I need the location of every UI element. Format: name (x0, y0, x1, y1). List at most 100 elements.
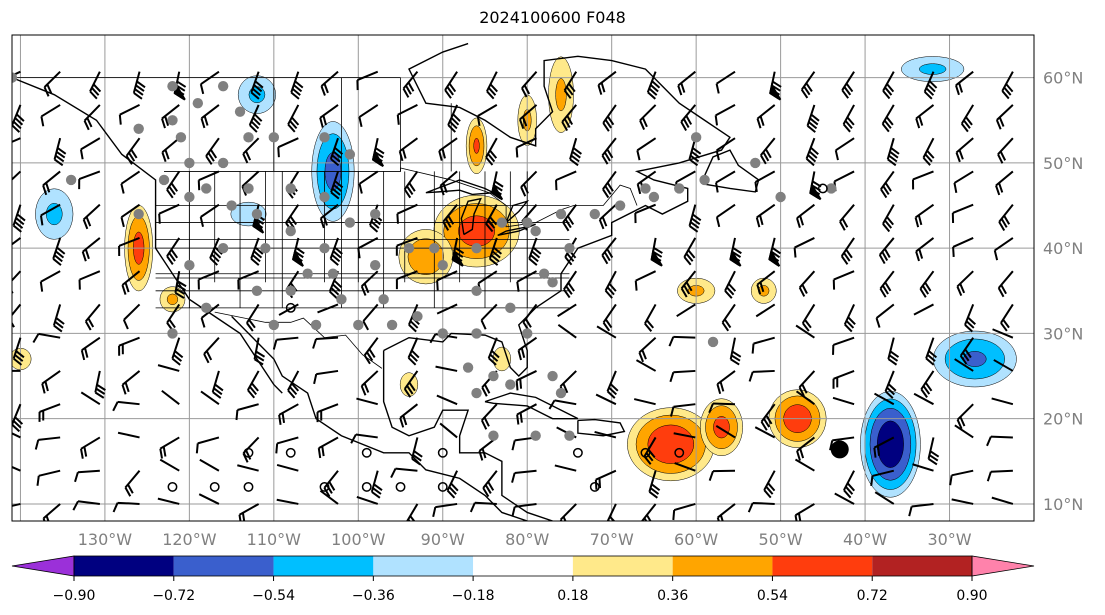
barb-shaft (715, 170, 736, 184)
barb-shaft (276, 498, 299, 505)
barb-feather (491, 250, 501, 259)
barb-feather (56, 246, 66, 255)
barb-shaft (516, 137, 537, 149)
barb-shaft (716, 203, 736, 218)
wind-barb (644, 303, 657, 332)
station-dot (640, 183, 651, 194)
barb-shaft (754, 170, 776, 183)
barb-feather (41, 383, 46, 394)
wind-barb (52, 237, 66, 266)
barb-feather (253, 113, 263, 122)
barb-feather (255, 350, 266, 358)
barb-shaft (435, 502, 458, 509)
wind-barb (1001, 71, 1014, 100)
station-dot (564, 430, 575, 441)
wind-barb (843, 470, 856, 499)
station-dot (65, 174, 77, 186)
wind-barb (480, 303, 498, 330)
barb-feather (1000, 322, 1008, 332)
wind-barb (432, 502, 458, 518)
barb-feather (166, 189, 174, 199)
wind-barb (439, 422, 458, 439)
wind-barb (960, 104, 975, 133)
wind-barb (951, 498, 974, 505)
barb-shaft (119, 104, 140, 116)
wind-barb (832, 336, 855, 355)
wind-barb (873, 436, 895, 458)
wind-barb (598, 203, 617, 230)
barb-feather (447, 124, 456, 133)
barb-shaft (200, 390, 220, 406)
barb-feather (771, 246, 782, 255)
wind-barb (166, 237, 181, 265)
barb-feather (755, 217, 761, 228)
wind-barb (911, 170, 934, 190)
barb-feather (843, 86, 852, 96)
barb-shaft (675, 170, 696, 184)
barb-feather (329, 290, 338, 300)
wind-barb (158, 203, 180, 224)
barb-shaft (954, 358, 974, 372)
barb-feather (294, 80, 304, 89)
wind-barb (721, 303, 736, 332)
barb-feather (889, 350, 900, 358)
wind-barb (360, 370, 379, 396)
barb-shaft (554, 399, 577, 406)
barb-feather (715, 150, 720, 161)
barb-feather (765, 414, 773, 425)
barb-feather (598, 219, 605, 230)
wind-barb (52, 304, 65, 333)
wind-barb (884, 370, 897, 399)
barb-shaft (200, 70, 220, 85)
wind-barb (411, 437, 423, 466)
calm-circle (589, 481, 600, 492)
barb-feather (14, 416, 24, 425)
station-dot (184, 191, 195, 203)
wind-barb (636, 137, 657, 161)
barb-feather (289, 215, 297, 226)
calm-circle (437, 481, 448, 492)
lon-tick-label: 70°W (590, 530, 634, 549)
wind-barb (805, 137, 819, 167)
barb-shaft (237, 464, 259, 472)
wind-barb (80, 436, 101, 459)
lat-tick-label: 40°N (1043, 239, 1083, 258)
wind-barb (954, 358, 974, 372)
barb-feather (882, 185, 890, 195)
wind-barb (801, 303, 816, 332)
wind-barb (12, 237, 22, 246)
wind-barb (312, 336, 339, 349)
barb-feather (562, 221, 570, 232)
wind-barb (997, 270, 1014, 298)
barb-feather (680, 82, 686, 93)
barb-feather (997, 287, 1005, 298)
barb-shaft (319, 489, 339, 505)
barb-feather (845, 486, 854, 495)
barb-feather (959, 416, 966, 427)
barb-feather (322, 115, 327, 126)
wind-barb (677, 70, 696, 96)
barb-feather (881, 251, 889, 262)
wind-barb (78, 270, 101, 290)
wind-barb (683, 237, 697, 266)
barb-shaft (198, 493, 220, 505)
barb-feather (532, 246, 542, 255)
barb-feather (572, 147, 582, 155)
barb-feather (251, 254, 261, 263)
barb-shaft (12, 502, 21, 507)
wind-barb (515, 137, 537, 158)
wind-barb (708, 402, 736, 414)
barb-feather (889, 150, 899, 159)
station-dot (555, 208, 567, 220)
barb-feather (91, 87, 100, 96)
barb-feather (481, 448, 487, 459)
colorbar-segment (672, 556, 773, 576)
wind-barb (954, 70, 974, 96)
barb-feather (12, 328, 13, 330)
wind-barb (839, 204, 855, 231)
barb-shaft (674, 462, 696, 472)
wind-barb (42, 170, 61, 196)
barb-shaft (12, 270, 22, 282)
station-dot (437, 328, 448, 339)
barb-feather (928, 350, 938, 359)
